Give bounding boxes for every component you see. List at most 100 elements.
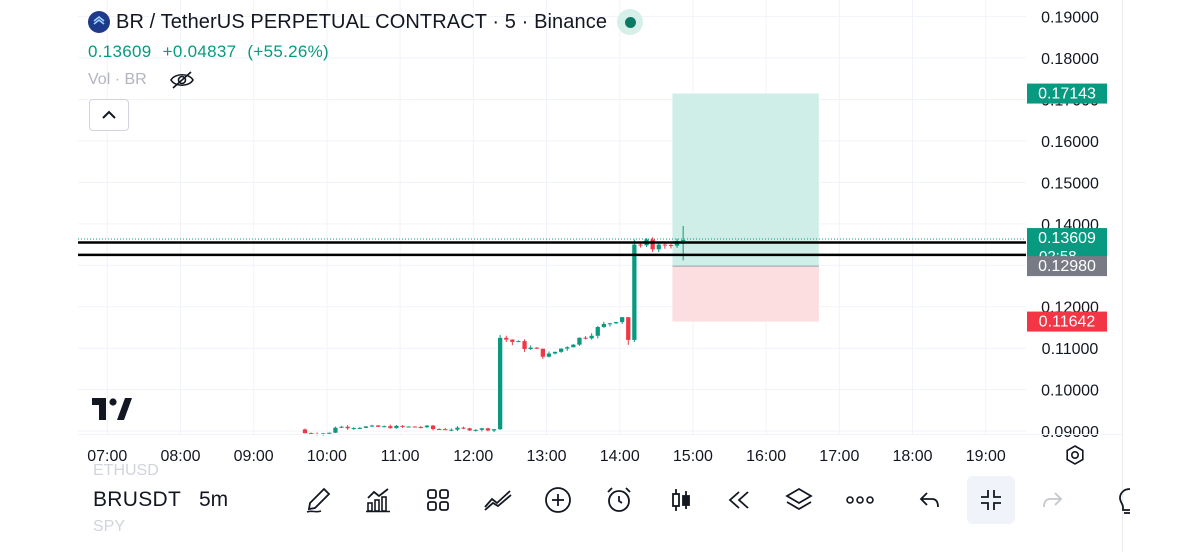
candle-body [455, 427, 460, 430]
x-tick-label: 11:00 [381, 448, 420, 465]
y-tick-label: 0.19000 [1041, 10, 1099, 27]
take-profit-zone [672, 93, 819, 267]
candle-body [382, 426, 387, 428]
more-button[interactable] [844, 484, 876, 516]
candle-body [583, 337, 588, 339]
replay-button[interactable] [723, 484, 755, 516]
volume-indicator[interactable]: Vol · BR [88, 70, 643, 90]
alert-button[interactable] [603, 484, 635, 516]
y-tick-label: 0.16000 [1041, 134, 1099, 151]
candle-body [681, 240, 686, 242]
price-chart[interactable]: 0.190000.180000.170000.160000.150000.140… [0, 0, 1200, 474]
symbol-title[interactable]: BR / TetherUS PERPETUAL CONTRACT · 5 · B… [116, 10, 608, 33]
symbol-button[interactable]: BRUSDT [93, 488, 182, 511]
panel-divider [1122, 0, 1123, 552]
candle-body [620, 317, 625, 323]
candle-body [473, 429, 478, 431]
undo-button[interactable] [914, 484, 946, 516]
candle-body [394, 425, 399, 429]
candle-body [516, 341, 521, 343]
brush-icon [306, 487, 331, 513]
idea-icon [1119, 488, 1130, 514]
candle-body [595, 327, 600, 336]
interval-button[interactable]: 5m [199, 488, 229, 511]
bar-style-icon [672, 489, 690, 511]
candle-body [339, 426, 344, 428]
candle-body [632, 244, 637, 340]
price-label-take-profit-text: 0.17143 [1038, 86, 1096, 103]
price-label-entry-text: 0.12980 [1038, 258, 1096, 275]
candle-body [327, 432, 332, 434]
chevron-up-icon [102, 110, 116, 119]
candle-body [449, 429, 454, 431]
candle-body [485, 428, 491, 431]
candle-body [589, 335, 594, 339]
layers-button[interactable] [783, 484, 815, 516]
collapse-icon [981, 490, 1001, 510]
alert-icon [607, 487, 631, 512]
ideas-button[interactable] [1106, 484, 1138, 516]
watchlist-next-symbol[interactable]: SPY [93, 518, 126, 535]
x-tick-label: 13:00 [526, 448, 566, 465]
watchlist-prev-symbol[interactable]: ETHUSD [93, 462, 159, 479]
x-tick-label: 09:00 [234, 448, 274, 465]
y-tick-label: 0.15000 [1041, 175, 1099, 192]
price-change: +0.04837 [162, 42, 237, 61]
candle-body [406, 426, 411, 428]
y-tick-label: 0.09000 [1041, 424, 1099, 441]
candle-body [504, 337, 509, 340]
eye-off-icon[interactable] [169, 70, 195, 90]
candle-body [534, 347, 539, 349]
add-icon [545, 487, 571, 513]
undo-icon [919, 492, 939, 508]
compare-icon [484, 490, 512, 511]
coin-logo-icon [88, 11, 110, 33]
candle-body [357, 427, 362, 429]
last-price: 0.13609 [88, 42, 152, 61]
more-icon [846, 496, 874, 504]
redo-icon [1043, 492, 1063, 508]
volume-label: Vol · BR [88, 71, 147, 88]
chart-header: BR / TetherUS PERPETUAL CONTRACT · 5 · B… [88, 8, 644, 90]
price-summary: 0.13609 +0.04837 (+55.26%) [88, 42, 643, 62]
candle-body [333, 427, 338, 433]
x-tick-label: 15:00 [673, 448, 713, 465]
compare-button[interactable] [482, 484, 514, 516]
candle-body [607, 323, 613, 325]
candle-body [540, 348, 545, 357]
redo-button[interactable] [1036, 484, 1068, 516]
candle-body [302, 429, 308, 434]
candle-body [522, 341, 527, 350]
candle-body [546, 353, 552, 357]
candle-body [369, 425, 375, 427]
tradingview-logo-icon [92, 398, 132, 420]
price-label-last-price-text: 0.13609 [1038, 230, 1096, 247]
candle-body [577, 337, 582, 345]
fullscreen-exit-button[interactable] [967, 476, 1015, 524]
templates-button[interactable] [422, 484, 454, 516]
indicators-icon [366, 488, 390, 513]
price-label-take-profit [1027, 83, 1107, 104]
candle-body [638, 244, 643, 246]
candle-body [412, 426, 417, 428]
collapse-legend-button[interactable] [89, 99, 129, 131]
candle-body [656, 244, 661, 250]
candle-body [308, 433, 314, 435]
drawing-tools-button[interactable] [302, 484, 334, 516]
axis-settings-icon[interactable] [1064, 444, 1086, 466]
candle-body [613, 322, 619, 324]
x-tick-label: 07:00 [87, 448, 127, 465]
candle-body [668, 245, 674, 247]
indicators-button[interactable] [362, 484, 394, 516]
bar-style-button[interactable] [665, 484, 697, 516]
candle-body [601, 323, 606, 328]
candle-body [400, 425, 405, 427]
candle-body [418, 427, 423, 429]
candle-body [363, 426, 369, 428]
candle-body [479, 428, 484, 430]
x-tick-label: 16:00 [746, 448, 786, 465]
market-status-icon[interactable] [617, 9, 644, 35]
x-tick-label: 19:00 [966, 448, 1006, 465]
add-button[interactable] [542, 484, 574, 516]
candle-body [571, 344, 576, 348]
